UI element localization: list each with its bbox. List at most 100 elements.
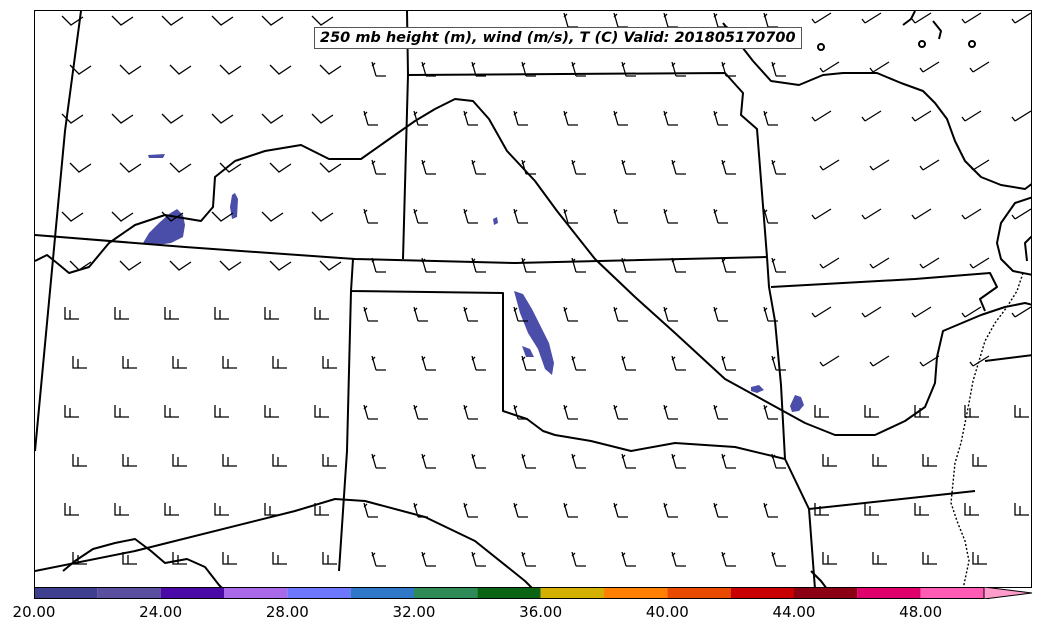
wind-speed-shading [143, 154, 804, 412]
wind-barb [814, 405, 829, 418]
wind-barb [964, 503, 979, 516]
wind-barbs [61, 12, 1031, 567]
wind-barb [319, 64, 342, 75]
wind-barb [272, 356, 287, 369]
wind-barb [713, 502, 728, 518]
wind-barb [471, 453, 486, 469]
wind-barb [864, 405, 879, 418]
wind-barb [471, 159, 486, 175]
colorbar-bin [857, 587, 921, 599]
wind-barb [571, 61, 586, 77]
wind-barb [269, 260, 292, 271]
state-line-nebraska-south [35, 234, 768, 264]
wind-barb [969, 355, 990, 367]
wind-barb [922, 454, 937, 467]
height-contour [902, 11, 916, 26]
wind-barb [869, 61, 890, 73]
wind-barb [314, 503, 329, 516]
colorbar-bin [794, 587, 858, 599]
wind-barb [563, 208, 578, 224]
wind-barb [61, 113, 84, 124]
wind-barb [214, 405, 229, 418]
wind-barb [721, 551, 736, 567]
colorbar-bin [287, 587, 351, 599]
wind-barb [763, 12, 778, 28]
colorbar-bin [414, 587, 478, 599]
wind-barb [363, 208, 378, 224]
wind-barb [119, 162, 142, 173]
wind-barb [114, 503, 129, 516]
wind-barb [771, 355, 786, 371]
wind-barb [161, 15, 184, 26]
height-contour [722, 22, 1031, 190]
wind-barb [72, 356, 87, 369]
wind-barb [421, 61, 436, 77]
wind-barb [363, 306, 378, 322]
wind-barb [114, 307, 129, 320]
wind-barb [211, 15, 234, 26]
wind-barb [613, 110, 628, 126]
wind-barb [663, 110, 678, 126]
colorbar-bin [730, 587, 794, 599]
colorbar-tick-label: 48.00 [899, 603, 943, 621]
wind-barb [1014, 405, 1029, 418]
wind-barb [513, 110, 528, 126]
shading-patch [790, 395, 804, 412]
wind-barb [463, 306, 478, 322]
wind-barb [363, 110, 378, 126]
colorbar-bin [97, 587, 161, 599]
wind-barb [314, 307, 329, 320]
wind-barb [819, 257, 840, 269]
political-boundaries [35, 11, 1031, 587]
wind-barb [713, 110, 728, 126]
wind-barb [421, 453, 436, 469]
colorbar-bin [477, 587, 541, 599]
wind-barb [421, 257, 436, 273]
wind-barb [914, 405, 929, 418]
wind-barb [64, 405, 79, 418]
wind-barb [69, 260, 92, 271]
wind-barb [114, 405, 129, 418]
wind-barb [961, 306, 982, 318]
colorbar-bin [540, 587, 604, 599]
wind-barb [663, 306, 678, 322]
wind-barb [513, 208, 528, 224]
wind-barb [621, 257, 636, 273]
wind-barb [319, 162, 342, 173]
wind-barb [222, 454, 237, 467]
wind-barb [721, 257, 736, 273]
height-contour [932, 20, 942, 40]
wind-barb [311, 211, 334, 222]
wind-barb [264, 503, 279, 516]
state-line-ark-east [808, 508, 816, 587]
wind-barb [513, 404, 528, 420]
wind-barb [261, 15, 284, 26]
wind-barb [61, 15, 84, 26]
wind-barb [861, 208, 882, 220]
wind-barb [169, 260, 192, 271]
wind-barb [421, 355, 436, 371]
wind-barb [914, 503, 929, 516]
colorbar-tick-label: 20.00 [12, 603, 56, 621]
wind-barb [861, 110, 882, 122]
wind-barb [763, 306, 778, 322]
wind-barb [911, 12, 932, 24]
wind-barb [471, 61, 486, 77]
wind-barb [571, 159, 586, 175]
wind-barb [861, 306, 882, 318]
wind-barb [521, 551, 536, 567]
wind-barb [571, 257, 586, 273]
wind-barb [122, 454, 137, 467]
height-contour-ring [817, 43, 825, 51]
wind-barb [319, 260, 342, 271]
wind-barb [119, 260, 142, 271]
colorbar-bin [604, 587, 668, 599]
wind-barb [671, 159, 686, 175]
colorbar-bin [34, 587, 98, 599]
wind-barb [463, 208, 478, 224]
wind-barb [713, 208, 728, 224]
wind-barb [122, 552, 137, 565]
wind-barb [771, 453, 786, 469]
river-line [950, 272, 1024, 587]
wind-barb [864, 503, 879, 516]
